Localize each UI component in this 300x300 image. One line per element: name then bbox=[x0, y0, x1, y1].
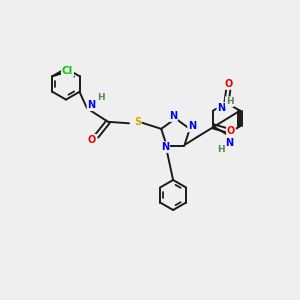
Text: O: O bbox=[88, 135, 96, 145]
Text: Cl: Cl bbox=[62, 66, 73, 76]
Text: N: N bbox=[161, 142, 169, 152]
Text: H: H bbox=[97, 93, 104, 102]
Text: N: N bbox=[217, 103, 226, 113]
Text: H: H bbox=[217, 145, 224, 154]
Text: N: N bbox=[188, 122, 196, 131]
Text: N: N bbox=[225, 137, 233, 148]
Text: H: H bbox=[226, 97, 233, 106]
Text: S: S bbox=[134, 117, 141, 127]
Text: O: O bbox=[224, 79, 232, 89]
Text: N: N bbox=[87, 100, 96, 110]
Text: N: N bbox=[169, 111, 177, 121]
Text: O: O bbox=[227, 126, 235, 136]
